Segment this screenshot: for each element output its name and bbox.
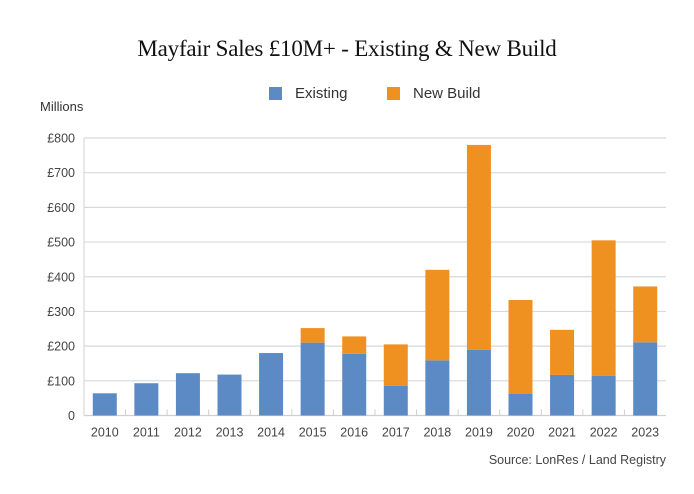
y-tick-label: 0 bbox=[68, 409, 75, 423]
legend-label-existing: Existing bbox=[295, 85, 348, 102]
bar-existing-2013 bbox=[217, 374, 242, 416]
y-axis-label: Millions bbox=[40, 99, 84, 114]
bar-existing-2019 bbox=[466, 349, 491, 416]
y-tick-label: £100 bbox=[47, 374, 75, 388]
source-note: Source: LonRes / Land Registry bbox=[488, 453, 666, 467]
legend-swatch-existing bbox=[269, 87, 282, 100]
y-tick-label: £500 bbox=[47, 236, 75, 250]
x-tick-label: 2023 bbox=[631, 426, 659, 440]
x-tick-label: 2013 bbox=[216, 426, 244, 440]
x-tick-label: 2020 bbox=[507, 426, 535, 440]
y-tick-label: £600 bbox=[47, 201, 75, 215]
bar-new-build-2022 bbox=[591, 240, 616, 376]
bar-existing-2016 bbox=[342, 353, 367, 416]
bar-new-build-2016 bbox=[342, 336, 367, 354]
bar-new-build-2017 bbox=[383, 344, 408, 386]
legend-item-new-build: New Build bbox=[387, 85, 481, 102]
bar-new-build-2021 bbox=[550, 329, 575, 375]
x-tick-label: 2022 bbox=[590, 426, 618, 440]
x-tick-label: 2011 bbox=[133, 426, 160, 440]
bar-existing-2020 bbox=[508, 393, 533, 416]
x-tick-label: 2019 bbox=[465, 426, 493, 440]
legend: Existing New Build bbox=[0, 85, 694, 105]
bar-existing-2021 bbox=[550, 374, 575, 416]
legend-label-new-build: New Build bbox=[413, 85, 481, 102]
bar-existing-2015 bbox=[300, 342, 325, 416]
bar-existing-2012 bbox=[175, 373, 200, 416]
bar-existing-2018 bbox=[425, 360, 450, 416]
x-tick-label: 2021 bbox=[548, 426, 576, 440]
x-tick-label: 2018 bbox=[423, 426, 451, 440]
y-tick-label: £200 bbox=[47, 340, 75, 354]
bar-new-build-2023 bbox=[633, 286, 658, 343]
legend-swatch-new-build bbox=[387, 87, 400, 100]
bar-new-build-2015 bbox=[300, 328, 325, 343]
y-tick-label: £800 bbox=[47, 132, 75, 146]
y-tick-label: £400 bbox=[47, 270, 75, 284]
x-tick-label: 2010 bbox=[91, 426, 119, 440]
y-tick-label: £300 bbox=[47, 305, 75, 319]
bar-existing-2022 bbox=[591, 375, 616, 416]
bar-new-build-2018 bbox=[425, 269, 450, 361]
chart-title: Mayfair Sales £10M+ - Existing & New Bui… bbox=[137, 36, 557, 61]
x-tick-label: 2015 bbox=[299, 426, 327, 440]
bar-new-build-2020 bbox=[508, 299, 533, 394]
y-tick-label: £700 bbox=[47, 166, 75, 180]
x-tick-label: 2012 bbox=[174, 426, 202, 440]
bar-existing-2014 bbox=[259, 353, 284, 416]
bar-existing-2010 bbox=[92, 393, 117, 416]
bar-existing-2017 bbox=[383, 385, 408, 416]
x-tick-label: 2014 bbox=[257, 426, 285, 440]
bar-existing-2011 bbox=[134, 383, 159, 416]
legend-item-existing: Existing bbox=[269, 85, 348, 102]
x-tick-label: 2017 bbox=[382, 426, 410, 440]
bar-new-build-2019 bbox=[466, 144, 491, 350]
x-tick-label: 2016 bbox=[340, 426, 368, 440]
bar-existing-2023 bbox=[633, 342, 658, 416]
